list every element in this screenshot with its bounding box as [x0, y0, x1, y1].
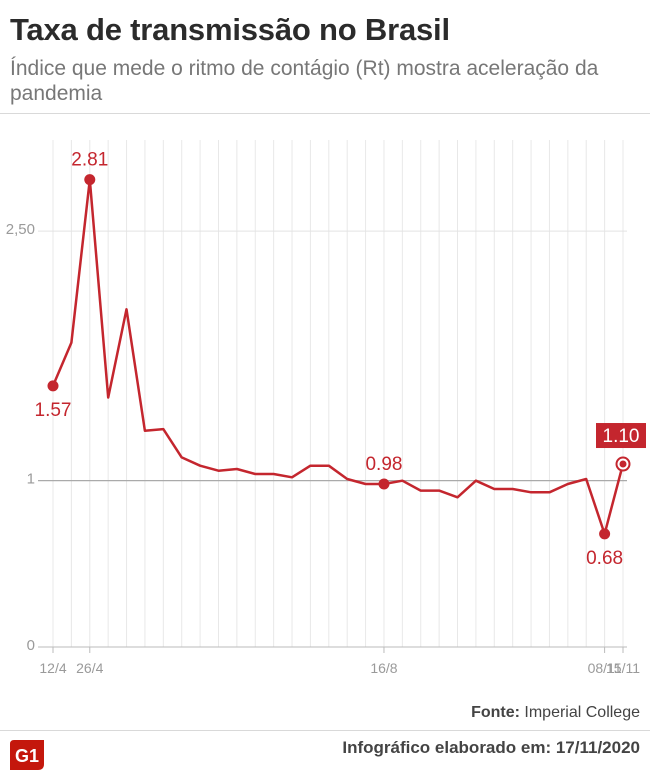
- data-point-marker: [619, 460, 627, 468]
- data-label: 0.68: [586, 548, 623, 569]
- g1-logo-icon: G1: [10, 740, 44, 770]
- logo-text: G1: [15, 746, 39, 766]
- source-label: Fonte:: [471, 704, 520, 721]
- x-tick-label: 12/4: [39, 660, 66, 676]
- page-title: Taxa de transmissão no Brasil: [10, 12, 450, 47]
- data-point-marker: [378, 478, 390, 490]
- source-value: Imperial College: [524, 704, 640, 721]
- page-subtitle: Índice que mede o ritmo de contágio (Rt)…: [10, 57, 599, 105]
- data-label: 2.81: [71, 150, 108, 171]
- footer-divider: [0, 730, 650, 731]
- data-point-marker: [47, 380, 59, 392]
- data-point-marker: [599, 528, 611, 540]
- y-tick-label: 2,50: [6, 221, 35, 238]
- x-tick-label: 26/4: [76, 660, 103, 676]
- x-tick-label: 15/11: [606, 660, 640, 676]
- credit-note: Infográfico elaborado em: 17/11/2020: [342, 738, 640, 758]
- data-label: 1.10: [603, 426, 640, 447]
- x-tick-label: 08/11: [588, 660, 622, 676]
- data-label-box: [596, 423, 646, 449]
- y-tick-label: 0: [27, 637, 35, 654]
- data-label: 0.98: [365, 454, 402, 475]
- credit-label: Infográfico elaborado em:: [342, 738, 552, 757]
- header-divider: [0, 113, 650, 114]
- data-point-marker: [84, 174, 96, 186]
- y-tick-label: 1: [27, 471, 35, 488]
- credit-date: 17/11/2020: [555, 738, 640, 757]
- source-note: Fonte: Imperial College: [471, 704, 640, 722]
- data-label: 1.57: [35, 400, 72, 421]
- x-tick-label: 16/8: [370, 660, 397, 676]
- series-line: [51, 178, 625, 536]
